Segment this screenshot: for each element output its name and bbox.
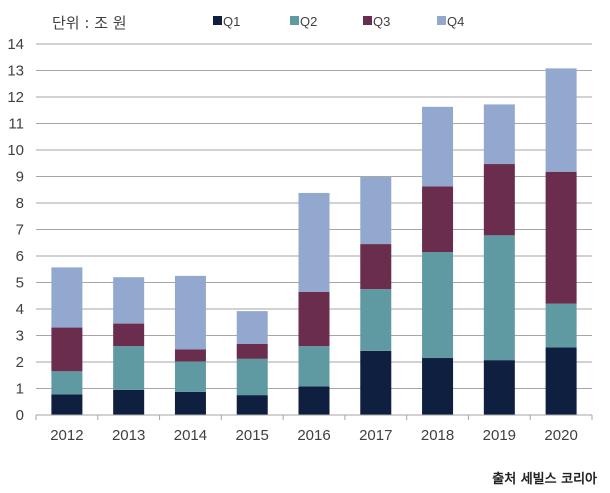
bar-q2-2016 xyxy=(298,346,330,387)
y-tick-label: 11 xyxy=(8,116,24,133)
legend-label: Q1 xyxy=(223,14,240,29)
bar-q3-2014 xyxy=(174,349,206,362)
bar-q2-2018 xyxy=(422,252,454,359)
legend-item-q4: Q4 xyxy=(437,14,464,29)
bar-q1-2015 xyxy=(236,395,268,415)
legend-item-q1: Q1 xyxy=(213,14,240,29)
bar-q3-2017 xyxy=(360,244,392,290)
source-label: 출처 세빌스 코리아 xyxy=(492,471,597,487)
legend-swatch xyxy=(290,16,299,25)
y-tick-label: 1 xyxy=(16,381,24,398)
bar-q1-2019 xyxy=(483,360,515,415)
x-tick-label: 2019 xyxy=(483,427,516,444)
y-tick-label: 4 xyxy=(16,301,24,318)
y-tick-label: 9 xyxy=(16,169,24,186)
bar-q4-2020 xyxy=(545,68,577,172)
bar-q1-2017 xyxy=(360,350,392,415)
bar-q4-2014 xyxy=(174,275,206,350)
legend-label: Q3 xyxy=(373,14,390,29)
bar-q4-2018 xyxy=(422,106,454,187)
bar-q1-2014 xyxy=(174,391,206,415)
bar-q2-2013 xyxy=(113,346,145,390)
bar-q3-2013 xyxy=(113,323,145,347)
y-tick-label: 10 xyxy=(7,142,24,159)
legend: Q1 Q2 Q3 Q4 xyxy=(213,14,464,29)
legend-item-q3: Q3 xyxy=(363,14,390,29)
legend-swatch xyxy=(363,16,372,25)
bar-q3-2020 xyxy=(545,171,577,304)
bar-q3-2019 xyxy=(483,164,515,236)
y-tick-label: 2 xyxy=(16,354,24,371)
bar-q4-2019 xyxy=(483,104,515,165)
x-axis: 2012 2013 2014 2015 2016 2017 2018 2019 2020 xyxy=(35,414,593,444)
bar-q1-2012 xyxy=(51,394,83,415)
x-tick-label: 2017 xyxy=(359,427,392,444)
x-tick-label: 2014 xyxy=(174,427,207,444)
legend-label: Q2 xyxy=(300,14,317,29)
bar-q1-2016 xyxy=(298,386,330,415)
x-tick-label: 2020 xyxy=(544,427,577,444)
legend-swatch xyxy=(213,16,222,25)
bar-q2-2017 xyxy=(360,289,392,351)
y-tick-label: 8 xyxy=(16,195,24,212)
y-tick-label: 0 xyxy=(16,407,24,424)
bar-q2-2020 xyxy=(545,303,577,348)
x-tick-label: 2013 xyxy=(112,427,145,444)
bar-q4-2015 xyxy=(236,311,268,344)
y-tick-label: 14 xyxy=(7,36,24,53)
bar-q2-2019 xyxy=(483,235,515,361)
x-tick-label: 2012 xyxy=(50,427,83,444)
x-tick-label: 2016 xyxy=(297,427,330,444)
y-tick-label: 6 xyxy=(16,248,24,265)
bar-q1-2020 xyxy=(545,347,577,415)
bar-q3-2016 xyxy=(298,291,330,347)
bar-q4-2012 xyxy=(51,267,83,328)
y-tick-label: 5 xyxy=(16,275,24,292)
bar-q2-2012 xyxy=(51,371,83,395)
bars xyxy=(51,68,577,415)
y-tick-label: 3 xyxy=(16,328,24,345)
bar-q4-2016 xyxy=(298,192,330,292)
bar-q1-2013 xyxy=(113,389,145,415)
bar-q4-2017 xyxy=(360,177,392,245)
bar-q3-2018 xyxy=(422,186,454,253)
bar-q1-2018 xyxy=(422,358,454,415)
x-tick-label: 2018 xyxy=(421,427,454,444)
legend-swatch xyxy=(437,16,446,25)
legend-item-q2: Q2 xyxy=(290,14,317,29)
legend-label: Q4 xyxy=(447,14,464,29)
bar-q2-2014 xyxy=(174,361,206,392)
bar-q3-2012 xyxy=(51,327,83,372)
bar-q3-2015 xyxy=(236,343,268,359)
bar-q2-2015 xyxy=(236,358,268,396)
y-tick-label: 7 xyxy=(16,222,24,239)
x-tick-label: 2015 xyxy=(236,427,269,444)
bar-q4-2013 xyxy=(113,277,145,324)
unit-label: 단위 : 조 원 xyxy=(52,14,127,32)
y-tick-label: 13 xyxy=(7,63,24,80)
y-tick-label: 12 xyxy=(7,89,24,106)
